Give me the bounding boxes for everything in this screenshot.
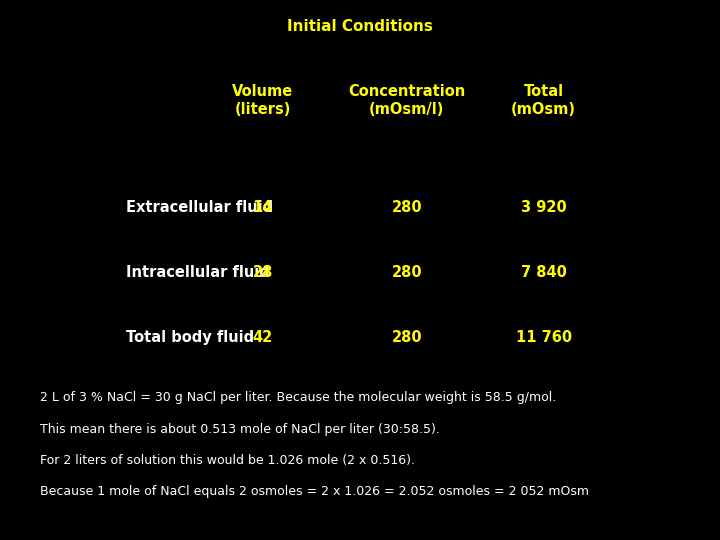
Text: Initial Conditions: Initial Conditions — [287, 19, 433, 34]
Text: Intracellular fluid: Intracellular fluid — [126, 265, 270, 280]
Text: This mean there is about 0.513 mole of NaCl per liter (30:58.5).: This mean there is about 0.513 mole of N… — [40, 423, 439, 436]
Text: 42: 42 — [253, 330, 273, 345]
Text: Extracellular fluid: Extracellular fluid — [126, 200, 273, 215]
Text: 2 L of 3 % NaCl = 30 g NaCl per liter. Because the molecular weight is 58.5 g/mo: 2 L of 3 % NaCl = 30 g NaCl per liter. B… — [40, 392, 556, 404]
Text: 280: 280 — [392, 200, 422, 215]
Text: 11 760: 11 760 — [516, 330, 572, 345]
Text: 3 920: 3 920 — [521, 200, 567, 215]
Text: For 2 liters of solution this would be 1.026 mole (2 x 0.516).: For 2 liters of solution this would be 1… — [40, 454, 415, 467]
Text: Volume
(liters): Volume (liters) — [232, 84, 294, 117]
Text: 14: 14 — [253, 200, 273, 215]
Text: 280: 280 — [392, 330, 422, 345]
Text: 28: 28 — [253, 265, 273, 280]
Text: Concentration
(mOsm/l): Concentration (mOsm/l) — [348, 84, 465, 117]
Text: Because 1 mole of NaCl equals 2 osmoles = 2 x 1.026 = 2.052 osmoles = 2 052 mOsm: Because 1 mole of NaCl equals 2 osmoles … — [40, 485, 589, 498]
Text: Total
(mOsm): Total (mOsm) — [511, 84, 576, 117]
Text: 7 840: 7 840 — [521, 265, 567, 280]
Text: 280: 280 — [392, 265, 422, 280]
Text: Total body fluid: Total body fluid — [126, 330, 254, 345]
